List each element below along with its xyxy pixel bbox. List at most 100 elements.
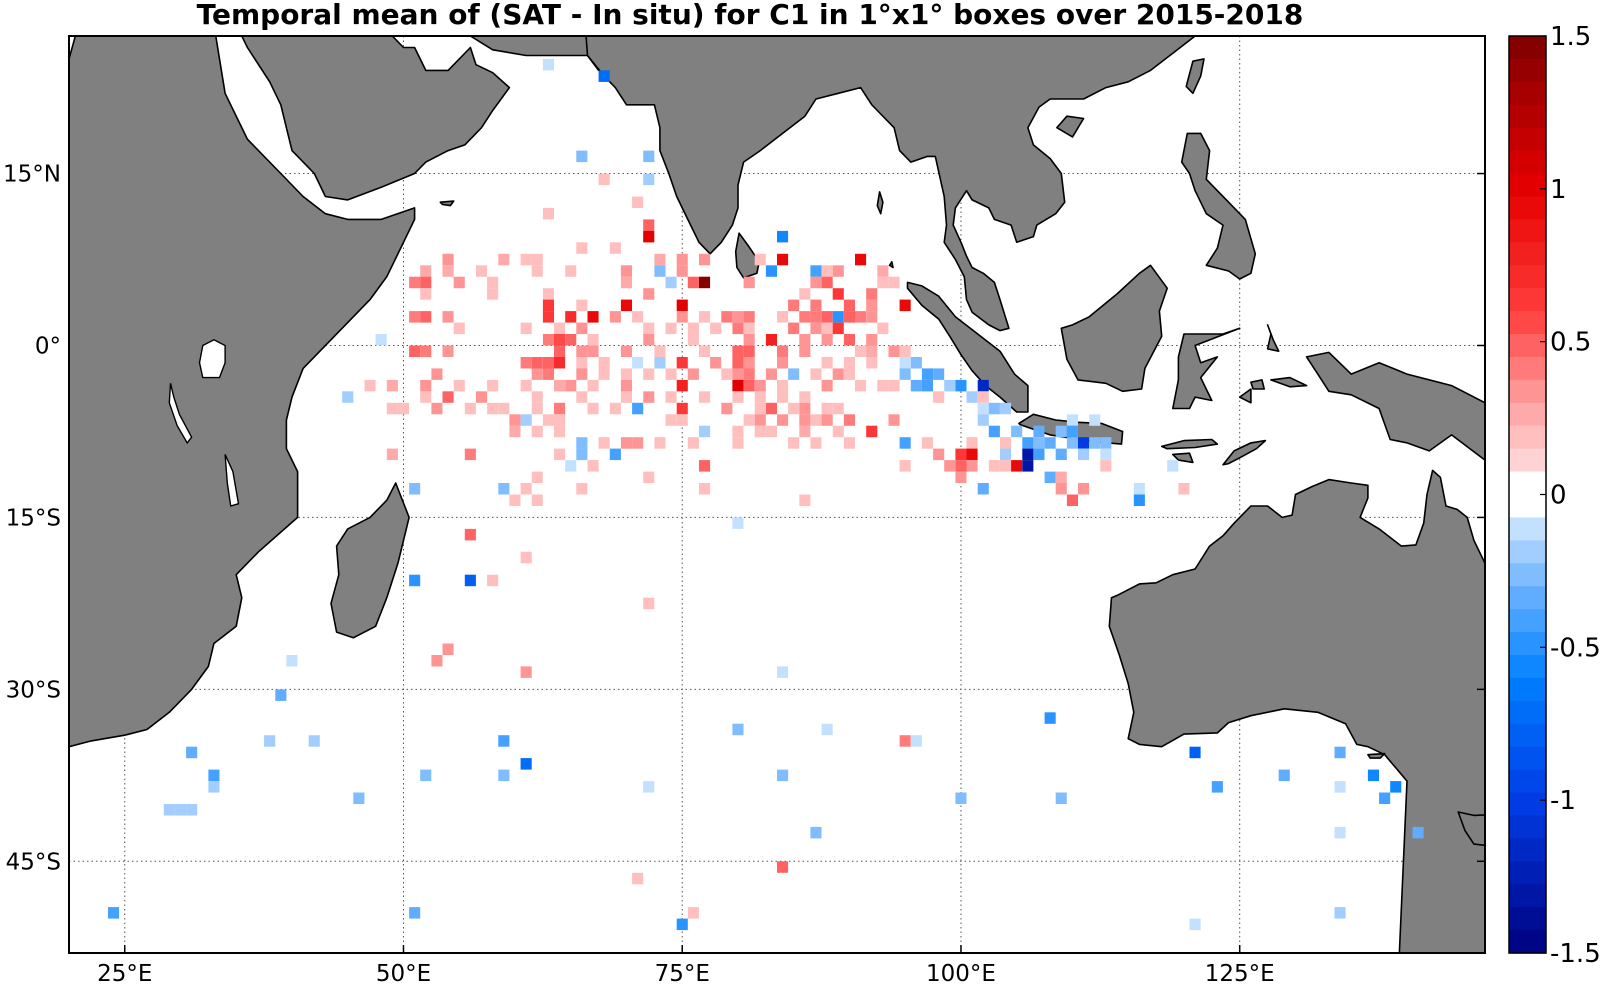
data-cell [542, 414, 554, 426]
colorbar-segment [1509, 746, 1546, 771]
land-halmahera [1266, 324, 1280, 352]
data-cell [1100, 437, 1112, 449]
data-cell [420, 288, 432, 300]
data-cell [955, 471, 967, 484]
data-cell [509, 414, 521, 426]
land-sulawesi [1172, 327, 1241, 410]
data-cell [520, 666, 532, 678]
data-cell [832, 368, 844, 380]
data-cell [966, 437, 978, 449]
data-cell [542, 357, 554, 369]
data-cell [520, 414, 532, 426]
land-tasmania [1457, 811, 1485, 847]
land-new-guinea [1305, 351, 1485, 461]
data-cell [821, 276, 833, 289]
data-cell [420, 769, 432, 782]
data-cell [665, 391, 677, 403]
data-cell [788, 402, 800, 415]
data-cell [654, 437, 666, 449]
data-cell [743, 414, 755, 426]
data-cell [1000, 437, 1012, 449]
data-cell [944, 460, 956, 472]
data-cell [1055, 425, 1067, 438]
axis-ticks: 25°E 50°E 75°E 100°E 125°E 15°N 0° 15°S 30°S 45°S [3, 162, 1485, 984]
data-cell [732, 379, 744, 392]
data-cell [721, 311, 733, 323]
data-cell [476, 391, 488, 403]
data-cells [108, 58, 1424, 931]
data-cell [576, 357, 588, 369]
data-cell [598, 368, 610, 380]
data-cell [1334, 781, 1346, 793]
data-cell [888, 379, 900, 392]
data-cell [609, 402, 621, 415]
data-cell [520, 322, 532, 335]
data-cell [654, 265, 666, 277]
data-cell [554, 357, 566, 369]
data-cell [498, 735, 510, 747]
land-sumatra [906, 281, 1029, 413]
data-cell [620, 265, 632, 277]
data-cell [1011, 460, 1023, 472]
data-cell [843, 357, 855, 369]
data-cell [855, 379, 867, 392]
data-cell [888, 345, 900, 357]
colorbar-segment [1509, 609, 1546, 633]
colorbar-segment [1509, 334, 1546, 358]
data-cell [1033, 448, 1045, 461]
data-cell [1044, 437, 1056, 449]
data-cell [765, 425, 777, 438]
data-cell [788, 437, 800, 449]
data-cell [1133, 494, 1145, 506]
data-cell [576, 322, 588, 335]
data-cell [699, 276, 711, 289]
land-flores [1160, 438, 1219, 450]
data-cell [921, 379, 933, 392]
data-cell [1167, 460, 1179, 472]
lon-tick-label: 50°E [376, 961, 431, 984]
data-cell [498, 483, 510, 495]
data-cell [453, 276, 465, 289]
data-cell [899, 460, 911, 472]
data-cell [732, 425, 744, 438]
data-cell [687, 322, 699, 335]
data-cell [743, 357, 755, 369]
data-cell [1011, 425, 1023, 438]
data-cell [777, 345, 789, 357]
data-cell [163, 804, 175, 816]
data-cell [531, 265, 543, 277]
data-cell [1089, 437, 1101, 449]
data-cell [498, 402, 510, 415]
data-cell [520, 379, 532, 392]
data-cell [732, 322, 744, 335]
data-cell [1000, 402, 1012, 415]
data-cell [799, 288, 811, 300]
data-cell [565, 265, 577, 277]
colorbar-segment [1509, 792, 1546, 817]
data-cell [609, 448, 621, 461]
data-cell [632, 437, 644, 449]
data-cell [620, 345, 632, 357]
data-cell [598, 173, 610, 186]
colorbar-tick-label: -1.5 [1550, 939, 1601, 969]
data-cell [565, 460, 577, 472]
data-cell [576, 391, 588, 403]
data-cell [866, 357, 878, 369]
data-cell [855, 345, 867, 357]
land-nicobar [888, 261, 894, 269]
data-cell [565, 379, 577, 392]
data-cell [520, 357, 532, 369]
data-cell [520, 253, 532, 266]
data-cell [632, 311, 644, 323]
land-iran-pakistan [435, 36, 628, 72]
data-cell [487, 276, 499, 289]
data-cell [620, 437, 632, 449]
data-cell [554, 334, 566, 346]
data-cell [1078, 448, 1090, 461]
data-cell [777, 666, 789, 678]
data-cell [442, 311, 454, 323]
lat-tick-label: 15°N [3, 162, 61, 188]
data-cell [1000, 460, 1012, 472]
data-cell [699, 311, 711, 323]
data-cell [576, 368, 588, 380]
